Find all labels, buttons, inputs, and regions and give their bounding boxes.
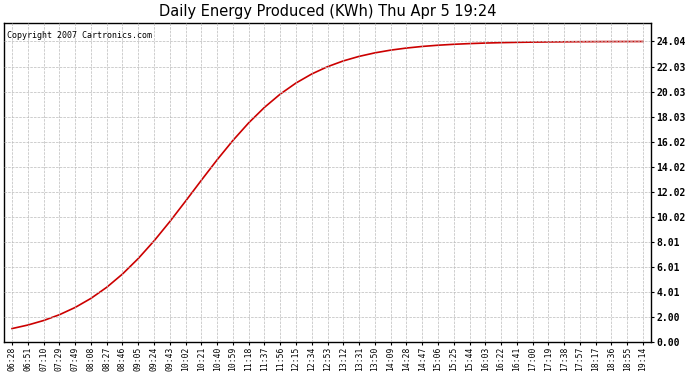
Title: Daily Energy Produced (KWh) Thu Apr 5 19:24: Daily Energy Produced (KWh) Thu Apr 5 19… (159, 4, 496, 19)
Text: Copyright 2007 Cartronics.com: Copyright 2007 Cartronics.com (8, 31, 152, 40)
